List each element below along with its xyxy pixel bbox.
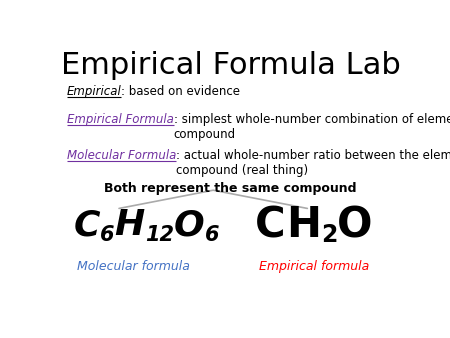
Text: C: C — [255, 204, 286, 246]
Text: Molecular Formula: Molecular Formula — [67, 149, 176, 162]
Text: C: C — [74, 208, 100, 242]
Text: 12: 12 — [145, 225, 174, 245]
Text: Both represent the same compound: Both represent the same compound — [104, 183, 357, 195]
Text: : actual whole-number ratio between the elements in that
compound (real thing): : actual whole-number ratio between the … — [176, 149, 450, 176]
Text: 6: 6 — [100, 225, 115, 245]
Text: 2: 2 — [321, 223, 337, 247]
Text: Empirical Formula: Empirical Formula — [67, 114, 174, 126]
Text: Empirical formula: Empirical formula — [258, 261, 369, 273]
Text: O: O — [337, 204, 373, 246]
Text: Molecular formula: Molecular formula — [77, 261, 190, 273]
Text: : based on evidence: : based on evidence — [122, 85, 240, 98]
Text: Empirical Formula Lab: Empirical Formula Lab — [61, 51, 400, 80]
Text: 6: 6 — [205, 225, 219, 245]
Text: Empirical: Empirical — [67, 85, 122, 98]
Text: O: O — [174, 208, 205, 242]
Text: H: H — [286, 204, 321, 246]
Text: : simplest whole-number combination of elements in that
compound: : simplest whole-number combination of e… — [174, 114, 450, 141]
Text: H: H — [115, 208, 145, 242]
